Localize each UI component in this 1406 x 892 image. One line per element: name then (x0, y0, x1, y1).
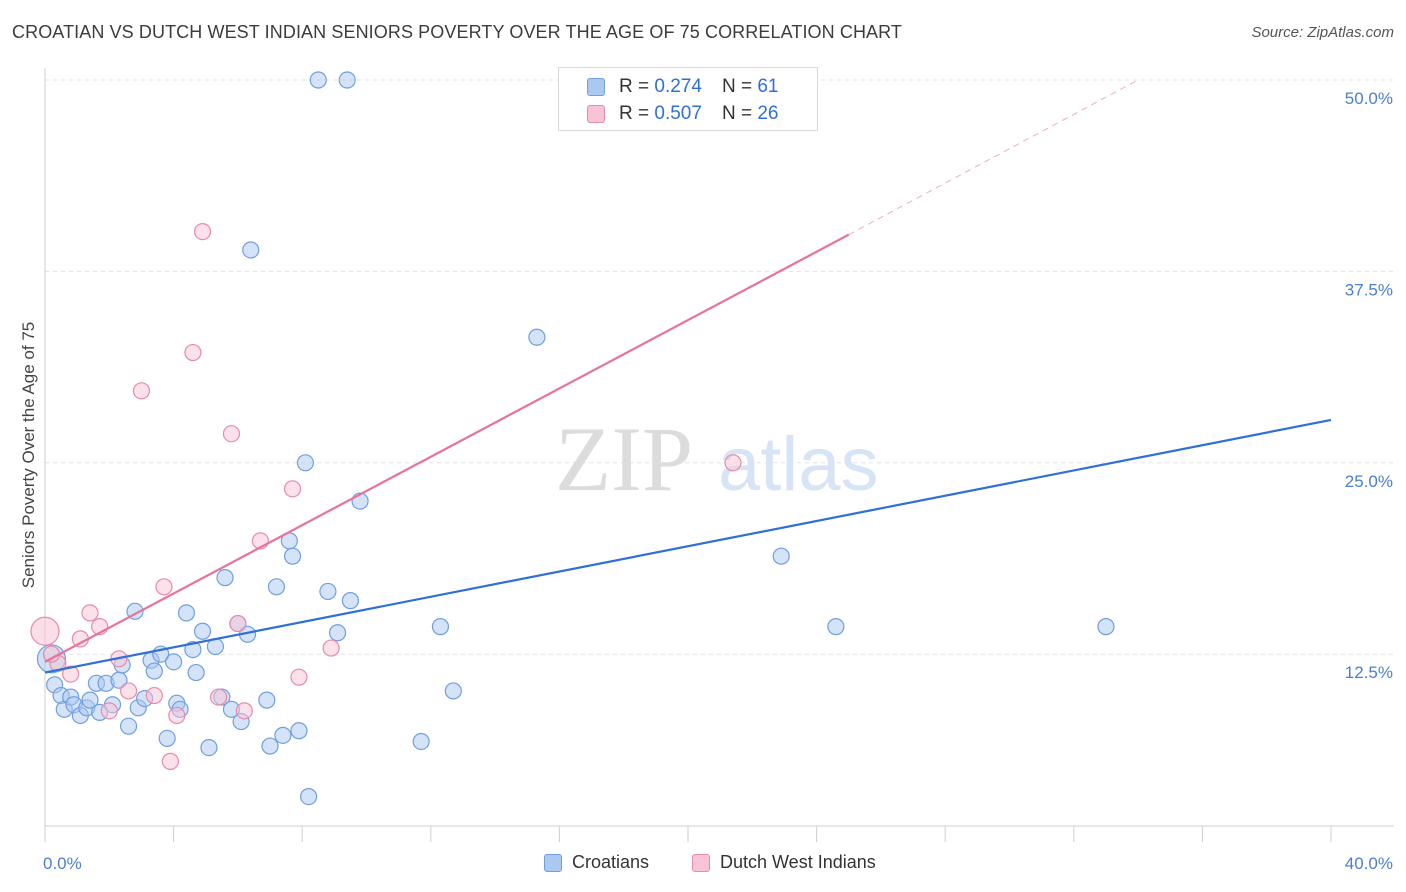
croatian-point (309, 71, 327, 89)
dutch-west-indian-point (132, 382, 151, 400)
series-swatch-croatians (544, 853, 562, 872)
y-axis-label: Seniors Poverty Over the Age of 75 (19, 322, 38, 588)
x-tick-label: 0.0% (43, 854, 82, 873)
dutch-west-indian-point (81, 604, 99, 622)
croatian-point (158, 729, 176, 748)
dutch-west-indian-point (161, 752, 179, 770)
dutch-west-indian-point (235, 702, 253, 720)
dutch-west-indian-point (184, 343, 202, 362)
y-tick-label: 12.5% (1345, 663, 1393, 682)
croatian-point (283, 547, 302, 565)
dutch-west-indian-point (283, 480, 302, 498)
croatian-point (1097, 618, 1115, 636)
croatian-point (319, 582, 337, 601)
series-swatch-dutch-west-indians (692, 853, 710, 872)
croatian-point (261, 737, 279, 755)
tick-labels: 12.5% 25.0% 37.5% 50.0% 0.0% 40.0% (43, 89, 1393, 873)
legend-r-value: 0.274 (654, 76, 702, 97)
legend-n-value: 26 (757, 103, 779, 124)
legend-r-label: R = (619, 76, 650, 97)
croatian-point (242, 241, 260, 259)
trend-lines (44, 79, 1332, 674)
dutch-west-indian-point (193, 222, 212, 241)
series-legend: Croatians Dutch West Indians (0, 852, 1406, 876)
dutch-west-indian-point (100, 702, 118, 720)
x-tick-label: 40.0% (1345, 854, 1393, 873)
y-tick-label: 25.0% (1345, 472, 1393, 491)
legend-row-croatians: R = 0.274 N = 61 (587, 75, 778, 99)
source-label: Source: ZipAtlas.com (1251, 24, 1394, 41)
croatian-point (431, 618, 450, 636)
y-tick-label: 37.5% (1345, 280, 1393, 299)
dutch-west-indian-trend-extension (848, 79, 1139, 236)
croatian-point (187, 663, 205, 682)
legend-swatch-dutch-west-indians (587, 105, 605, 123)
dutch-west-indian-point (168, 706, 186, 725)
croatian-point (341, 592, 360, 610)
croatian-point (528, 328, 546, 346)
dutch-west-indian-trend-line (44, 233, 850, 663)
croatian-point (772, 547, 790, 565)
grid (45, 79, 1394, 655)
watermark-atlas: atlas (718, 422, 879, 507)
legend-r-value: 0.507 (654, 103, 702, 124)
croatian-point (444, 682, 462, 700)
legend-swatch-croatians (587, 78, 605, 96)
croatian-point (119, 717, 138, 735)
y-tick-label: 50.0% (1345, 89, 1393, 108)
croatian-point (300, 788, 318, 806)
croatian-point (328, 624, 347, 642)
dutch-west-indian-point (119, 682, 138, 700)
watermark-zip: ZIP (555, 408, 693, 510)
dutch-west-indian-point (145, 686, 163, 705)
croatian-point (412, 732, 430, 751)
croatian-point (165, 653, 183, 671)
croatian-point (81, 691, 99, 709)
dutch-west-indian-point (210, 688, 228, 706)
dutch-west-indian-point (229, 614, 247, 633)
legend-row-dutch-west-indians: R = 0.507 N = 26 (587, 102, 778, 126)
series-legend-croatians: Croatians (544, 852, 649, 873)
dutch-west-indian-point (62, 665, 80, 683)
croatian-point (290, 722, 308, 740)
legend-r-label: R = (619, 103, 650, 124)
data-points (30, 71, 1115, 806)
croatian-point (274, 726, 292, 744)
croatian-point (296, 454, 315, 472)
series-legend-dutch-west-indians: Dutch West Indians (692, 852, 876, 873)
croatian-point (193, 622, 212, 640)
legend: R = 0.274 N = 61 R = 0.507 N = 26 (558, 67, 818, 131)
legend-n-value: 61 (757, 76, 779, 97)
croatian-point (258, 691, 276, 709)
dutch-west-indian-point (322, 639, 340, 657)
dutch-west-indian-point (222, 425, 241, 443)
series-name-croatians: Croatians (572, 852, 650, 872)
croatian-point (200, 739, 218, 757)
legend-n-label: N = (721, 103, 753, 124)
croatian-point (145, 662, 163, 680)
dutch-west-indian-point (30, 616, 60, 646)
legend-n-label: N = (721, 76, 753, 97)
series-name-dutch-west-indians: Dutch West Indians (720, 852, 876, 872)
croatian-point (216, 569, 234, 587)
croatian-point (267, 578, 286, 596)
croatian-trend-line (44, 418, 1332, 674)
axes (44, 68, 1394, 842)
dutch-west-indian-point (155, 578, 173, 596)
croatian-point (184, 641, 202, 659)
watermark: ZIP atlas (555, 408, 879, 510)
croatian-point (827, 618, 845, 636)
dutch-west-indian-point (724, 454, 742, 472)
croatian-point (338, 71, 356, 89)
dutch-west-indian-point (290, 668, 308, 686)
chart-title: CROATIAN VS DUTCH WEST INDIAN SENIORS PO… (12, 22, 903, 42)
croatian-point (177, 604, 196, 622)
dutch-west-indian-point (42, 645, 61, 663)
